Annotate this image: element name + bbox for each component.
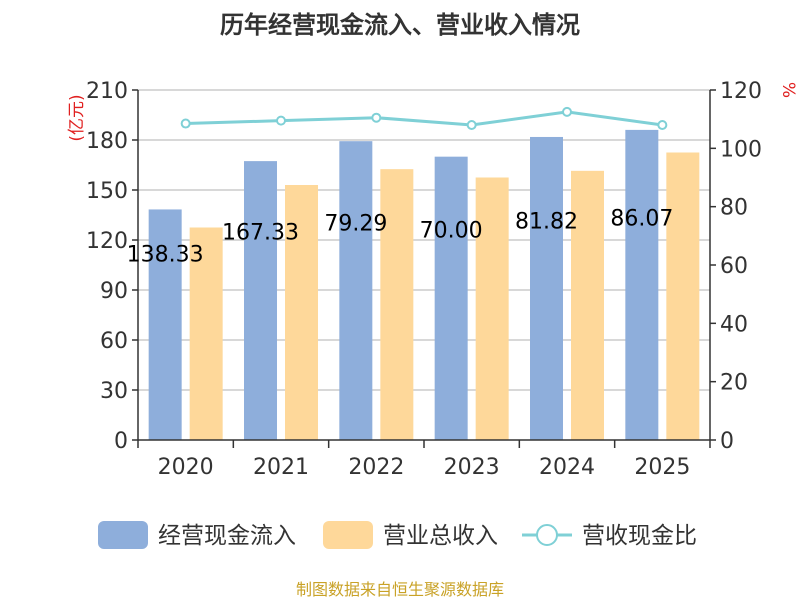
y2-tick-label: 60 (720, 254, 748, 279)
ratio-point (562, 106, 572, 117)
y2-tick-label: 0 (720, 429, 734, 454)
legend-label: 营业总收入 (383, 523, 498, 549)
y2-tick-label: 80 (720, 196, 748, 221)
bar-cash-inflow (434, 156, 468, 440)
data-label: 79.29 (324, 212, 387, 237)
source-note: 制图数据来自恒生聚源数据库 (296, 580, 504, 599)
ratio-line (185, 110, 663, 127)
bar-cash-inflow (625, 129, 659, 440)
x-tick-label: 2023 (444, 455, 500, 480)
bar-revenue (475, 177, 509, 440)
ratio-point (180, 118, 191, 129)
data-label: 138.33 (127, 242, 204, 267)
bar-cash-inflow (339, 141, 373, 440)
data-label: 70.00 (420, 219, 483, 244)
data-label: 167.33 (222, 221, 299, 246)
y-tick-label: 150 (86, 179, 128, 204)
bar-revenue (380, 169, 414, 440)
x-tick-label: 2025 (634, 455, 690, 480)
ratio-point (466, 120, 477, 130)
y-tick-label: 210 (86, 79, 128, 104)
y2-axis-unit-label: % (778, 82, 798, 98)
bar-cash-inflow (244, 161, 277, 440)
y2-tick-label: 120 (720, 79, 762, 104)
ratio-point (276, 115, 286, 126)
y-tick-label: 0 (114, 429, 128, 454)
legend: 经营现金流入 营业总收入 营收现金比 (98, 521, 697, 549)
data-label: 86.07 (610, 206, 673, 231)
bar-revenue (666, 152, 700, 440)
legend-label: 经营现金流入 (158, 523, 296, 549)
data-label: 81.82 (515, 210, 578, 235)
y-axis-unit-label: (亿元) (67, 94, 87, 141)
x-tick-label: 2022 (348, 455, 404, 480)
y-tick-label: 30 (100, 379, 128, 404)
grid (138, 89, 710, 391)
x-tick-label: 2021 (253, 455, 309, 480)
legend-swatch (98, 521, 148, 549)
axes: 0 30 60 90 120 150 180 210 0 20 40 60 80 100 120 2020 20… (86, 79, 762, 480)
ratio-point (657, 120, 668, 130)
bar-revenue (189, 227, 223, 440)
y-tick-label: 90 (100, 279, 128, 304)
y-tick-label: 60 (100, 329, 128, 354)
chart-title: 历年经营现金流入、营业收入情况 (220, 11, 580, 39)
bar-revenue (571, 170, 604, 441)
legend-label: 营收现金比 (582, 523, 697, 549)
y2-tick-label: 100 (720, 137, 762, 162)
y2-tick-label: 20 (720, 371, 748, 396)
y2-tick-label: 40 (720, 312, 748, 337)
ratio-line-series (180, 106, 668, 130)
legend-swatch (323, 521, 373, 549)
bar-revenue (285, 185, 318, 440)
x-tick-label: 2024 (539, 455, 595, 480)
data-labels: 138.33 167.33 79.29 70.00 81.82 86.07 (127, 206, 674, 267)
x-tick-label: 2020 (158, 455, 214, 480)
legend-marker (536, 524, 558, 546)
bars (148, 129, 700, 441)
ratio-point (371, 112, 382, 123)
bar-cash-inflow (530, 136, 563, 440)
y-tick-label: 180 (86, 129, 128, 154)
y-tick-label: 120 (86, 229, 128, 254)
bar-cash-inflow (148, 209, 182, 440)
